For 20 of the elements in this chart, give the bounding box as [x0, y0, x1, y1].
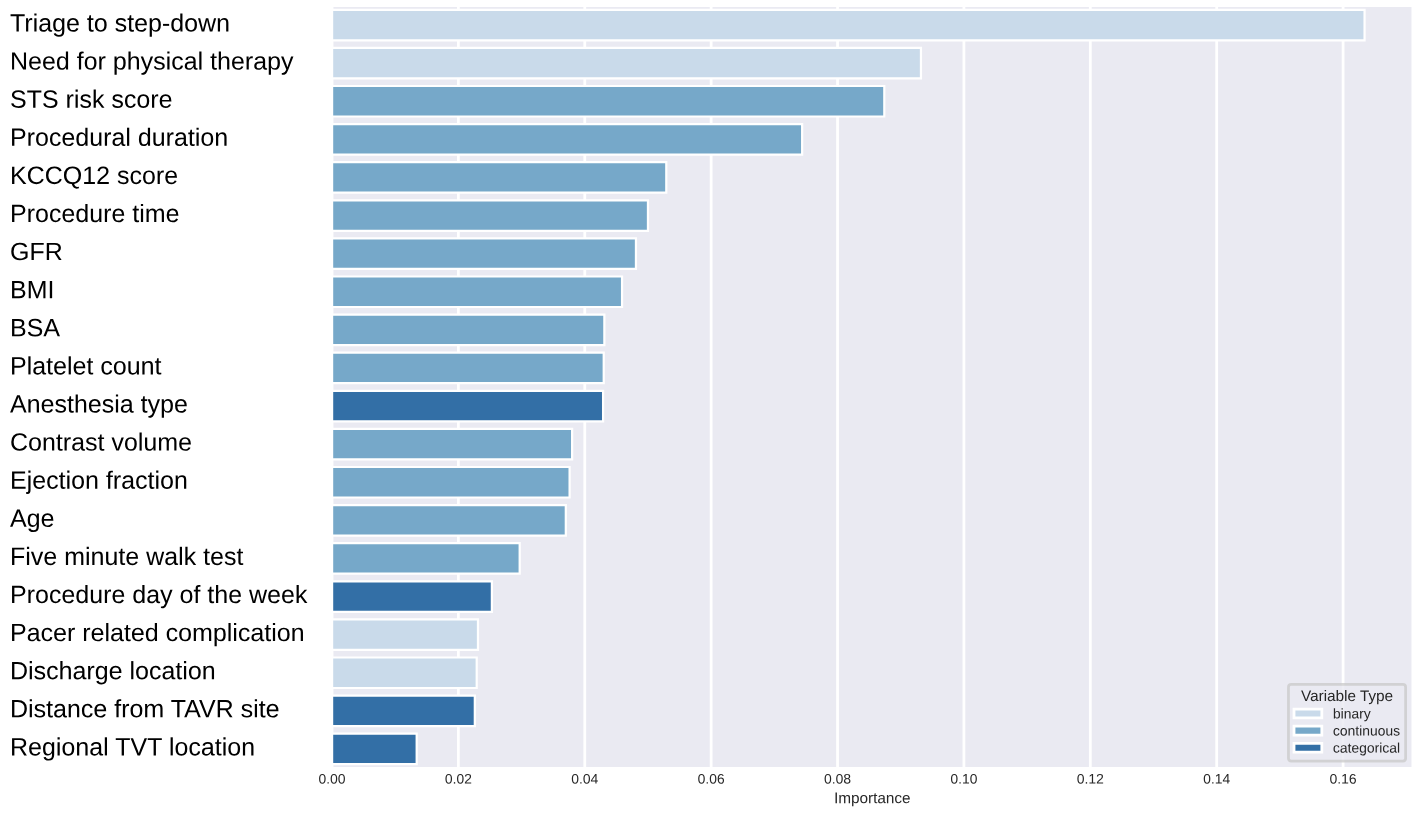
- y-tick-label: Procedure day of the week: [12, 584, 308, 609]
- y-tick-label: Discharge location: [12, 661, 215, 685]
- y-tick-label: BMI: [12, 281, 53, 299]
- y-tick-label: Need for physical therapy: [12, 51, 294, 75]
- y-tick-label: Platelet count: [12, 356, 162, 375]
- y-tick-label: STS risk score: [11, 89, 172, 108]
- y-tick-label: Procedural duration: [12, 127, 227, 147]
- y-tick-label: Distance from TAVR site: [12, 699, 279, 718]
- y-tick-label: GFR: [11, 242, 62, 261]
- y-tick-label: KCCQ12 score: [12, 166, 177, 189]
- y-tick-label: Regional TVT location: [12, 737, 254, 761]
- y-tick-label: Five minute walk test: [12, 546, 244, 566]
- y-tick-label: BSA: [12, 318, 60, 337]
- y-tick-label: Age: [10, 509, 54, 532]
- y-tick-label: Pacer related complication: [12, 623, 303, 647]
- y-tick-label: Contrast volume: [11, 432, 191, 451]
- y-tick-label: Procedure time: [12, 203, 179, 223]
- y-tick-label: Ejection fraction: [12, 470, 187, 494]
- y-tick-label: Triage to step-down: [10, 13, 229, 37]
- y-tick-label: Anesthesia type: [10, 394, 187, 418]
